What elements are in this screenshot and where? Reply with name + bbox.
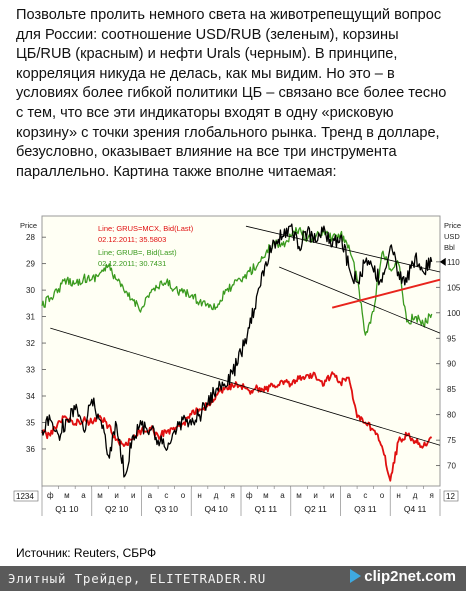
month-label: д bbox=[413, 491, 418, 500]
quarter-label: Q4 10 bbox=[205, 504, 228, 514]
month-label: я bbox=[430, 491, 434, 500]
month-label: ф bbox=[246, 491, 253, 500]
trendline-red bbox=[331, 278, 441, 309]
quarter-label: Q4 11 bbox=[404, 504, 427, 514]
month-label: м bbox=[263, 491, 269, 500]
month-label: а bbox=[81, 491, 86, 500]
corner-right-label: 12 bbox=[446, 492, 455, 501]
right-tick-label: 90 bbox=[447, 360, 456, 369]
legend-name: Line; GRUB=, Bid(Last) bbox=[98, 248, 177, 257]
left-axis: Price 28 29 30 31 32 33 34 35 36 bbox=[20, 221, 46, 454]
corner-left-box bbox=[13, 490, 39, 502]
left-axis-label: Price bbox=[20, 221, 37, 230]
month-label: д bbox=[214, 491, 219, 500]
source-note: Источник: Reuters, СБРФ bbox=[16, 546, 157, 560]
right-tick-label: 105 bbox=[447, 283, 461, 292]
left-tick-label: 35 bbox=[26, 418, 35, 427]
month-label: и bbox=[330, 491, 334, 500]
quarter-label: Q3 10 bbox=[155, 504, 178, 514]
left-tick-label: 30 bbox=[26, 286, 35, 295]
month-label: с bbox=[363, 491, 367, 500]
month-label: о bbox=[181, 491, 186, 500]
right-tick-label: 110 bbox=[447, 258, 460, 267]
last-value-marker-icon bbox=[439, 257, 446, 266]
right-tick-label: 75 bbox=[447, 436, 456, 445]
right-axis-label: USD bbox=[444, 232, 460, 241]
month-label: м bbox=[296, 491, 302, 500]
left-tick-label: 29 bbox=[26, 260, 35, 269]
right-tick-label: 80 bbox=[447, 411, 456, 420]
corner-left-label: 1234 bbox=[16, 492, 34, 501]
right-tick-label: 95 bbox=[447, 334, 456, 343]
article-text: Позвольте пролить немного света на живот… bbox=[16, 7, 447, 180]
quarter-label: Q1 11 bbox=[255, 504, 278, 514]
month-label: а bbox=[347, 491, 352, 500]
series-line-black bbox=[41, 223, 433, 478]
corner-right-box bbox=[443, 490, 459, 502]
series-line-green bbox=[41, 226, 433, 336]
footer-site-text: Элитный Трейдер, ELITETRADER.RU bbox=[8, 571, 267, 586]
trend-layer bbox=[50, 225, 446, 446]
month-label: ф bbox=[47, 491, 54, 500]
right-tick-label: 100 bbox=[447, 309, 461, 318]
month-label: о bbox=[380, 491, 385, 500]
left-tick-label: 34 bbox=[26, 392, 35, 401]
quarter-label: Q2 11 bbox=[304, 504, 327, 514]
left-tick-label: 28 bbox=[26, 233, 35, 242]
price-chart: Price 28 29 30 31 32 33 34 35 36 Price USD Bbl 110 10… bbox=[0, 213, 466, 543]
month-label: а bbox=[280, 491, 285, 500]
month-label: и bbox=[114, 491, 118, 500]
quarter-label: Q3 11 bbox=[354, 504, 377, 514]
left-tick-label: 31 bbox=[26, 313, 35, 322]
legend-value: 02.12.2011; 30.7431 bbox=[98, 259, 166, 268]
month-label: а bbox=[148, 491, 153, 500]
legend-value: 02.12.2011; 35.5803 bbox=[98, 235, 166, 244]
legend-name: Line; GRUS=MCX, Bid(Last) bbox=[98, 224, 194, 233]
month-label: я bbox=[231, 491, 235, 500]
left-tick-label: 32 bbox=[26, 339, 35, 348]
month-label: и bbox=[313, 491, 317, 500]
month-label: н bbox=[197, 491, 201, 500]
clip2net-logo[interactable]: clip2net.com bbox=[350, 568, 456, 585]
trendline-black bbox=[50, 327, 441, 446]
right-tick-label: 70 bbox=[447, 462, 456, 471]
month-label: и bbox=[131, 491, 135, 500]
month-label: н bbox=[396, 491, 400, 500]
clip2net-logo-text: clip2net.com bbox=[364, 568, 456, 585]
quarter-label: Q2 10 bbox=[105, 504, 128, 514]
right-axis: Price USD Bbl 110 105 100 95 90 85 80 75 70 bbox=[436, 221, 461, 471]
left-tick-label: 36 bbox=[26, 445, 35, 454]
month-label: м bbox=[64, 491, 70, 500]
quarter-label: Q1 10 bbox=[55, 504, 78, 514]
trendline-black bbox=[245, 225, 441, 273]
x-axis: ф м а м и и а с о н д я ф м а м и и а с о н д я Q1 10 Q2 10 Q3 10 Q… bbox=[13, 486, 459, 516]
footer-bar: Элитный Трейдер, ELITETRADER.RU clip2net… bbox=[0, 566, 466, 591]
right-axis-label: Bbl bbox=[444, 243, 455, 252]
month-label: с bbox=[164, 491, 168, 500]
right-axis-label: Price bbox=[444, 221, 461, 230]
month-label: м bbox=[97, 491, 103, 500]
left-tick-label: 33 bbox=[26, 366, 35, 375]
clip2net-arrow-icon bbox=[350, 569, 362, 583]
legend: Line; GRUS=MCX, Bid(Last) 02.12.2011; 35.… bbox=[98, 224, 194, 268]
right-tick-label: 85 bbox=[447, 385, 456, 394]
